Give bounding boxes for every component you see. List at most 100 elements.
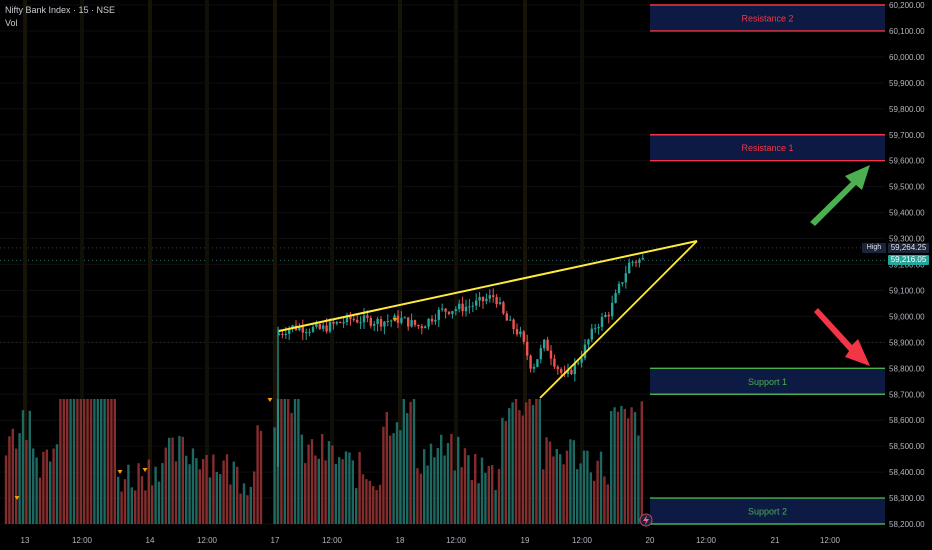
candle-body [471,305,474,307]
volume-bar [382,426,385,524]
price-tick-label: 58,400.00 [889,468,925,477]
candle-body [410,320,413,327]
volume-bar [538,399,541,524]
high-price-label: High [862,242,886,253]
candle-body [332,321,335,324]
support-resistance-zones[interactable]: Resistance 2 Resistance 1 Support 1 Support… [650,4,885,525]
candle-body [560,369,563,373]
dividend-marker [14,496,20,500]
volume-bar [321,433,324,524]
time-tick-label: 17 [271,536,280,545]
candle-body [424,326,427,329]
candle-body [407,317,410,327]
volume-bar [474,453,477,524]
candle-body [444,308,447,312]
volume-bar [188,464,191,524]
volume-bar [599,451,603,524]
direction-arrows[interactable] [810,165,870,366]
candle-body [339,321,342,323]
volume-bar [402,399,405,524]
time-axis[interactable]: 13 12:00 14 12:00 17 12:00 18 12:00 19 12:00 20 12:… [21,536,841,545]
candle-body [492,295,495,297]
volume-bar [409,401,412,524]
chart-title[interactable]: Nifty Bank Index · 15 · NSE [5,5,116,15]
candle-body [481,296,485,302]
volume-bar [552,456,555,524]
volume-bar [212,454,215,524]
candle-body [369,317,372,326]
volume-bar [477,483,480,524]
volume-bar [253,471,256,524]
zone-resistance-1[interactable]: Resistance 1 [650,134,885,162]
volume-bar [113,399,116,524]
volume-bar [15,448,18,524]
volume-bar [161,463,164,524]
volume-bar [246,495,249,524]
candle-body [594,328,597,330]
volume-bar [406,413,409,524]
candle-body [488,295,491,299]
volume-bar [494,489,497,524]
volume-bar [106,399,110,524]
candle-body [359,322,362,324]
volume-bar [429,443,433,524]
candle-body [498,302,502,305]
volume-bar [416,468,419,524]
candle-body [611,302,614,317]
volume-bar [548,441,552,524]
zone-support-1[interactable]: Support 1 [650,367,885,395]
candle-body [454,309,457,312]
candle-body [298,326,301,331]
session-midline [205,0,209,524]
session-midline [580,0,584,524]
volume-bar [596,460,599,524]
candle-body [614,292,617,303]
volume-bar [69,399,72,524]
volume-bar [518,410,521,524]
volume-indicator-label[interactable]: Vol [5,18,18,28]
volume-bar [134,490,137,524]
zone-support-2[interactable]: Support 2 [650,497,885,525]
volume-bar [470,479,473,524]
candle-body [311,326,315,332]
candle-body [485,298,488,302]
candle-body [430,318,434,322]
candle-body [345,315,349,323]
candle-body [420,326,423,329]
time-tick-label: 12:00 [197,536,218,545]
candle-body [322,325,325,329]
candle-body [383,321,386,327]
time-tick-label: 12:00 [696,536,717,545]
volume-bar [640,401,643,524]
trendlines[interactable] [278,240,698,399]
volume-bar [273,427,276,524]
candle-body [291,325,294,329]
volume-bar [497,469,501,524]
candle-body [495,296,498,305]
volume-bar [630,407,633,524]
volume-bar [52,448,55,524]
volume-bar [368,480,371,524]
candle-body [583,344,587,359]
candle-body [308,331,311,333]
candle-body [356,319,359,323]
price-tick-label: 59,300.00 [889,235,925,244]
candle-body [621,282,624,284]
candle-body [437,309,440,320]
candle-body [509,319,512,321]
zone-resistance-2[interactable]: Resistance 2 [650,4,885,32]
volume-bar [491,465,494,524]
volume-bar [348,452,351,524]
volume-bar [334,463,337,524]
candle-body [315,324,318,327]
candle-body [628,262,631,274]
price-tick-label: 59,900.00 [889,79,925,88]
volume-bar [307,444,310,524]
volume-bar [178,436,181,524]
volume-bar [8,436,11,524]
volume-bar [467,455,470,524]
volume-bar [25,439,28,524]
volume-bar [565,450,569,524]
time-tick-label: 19 [521,536,530,545]
